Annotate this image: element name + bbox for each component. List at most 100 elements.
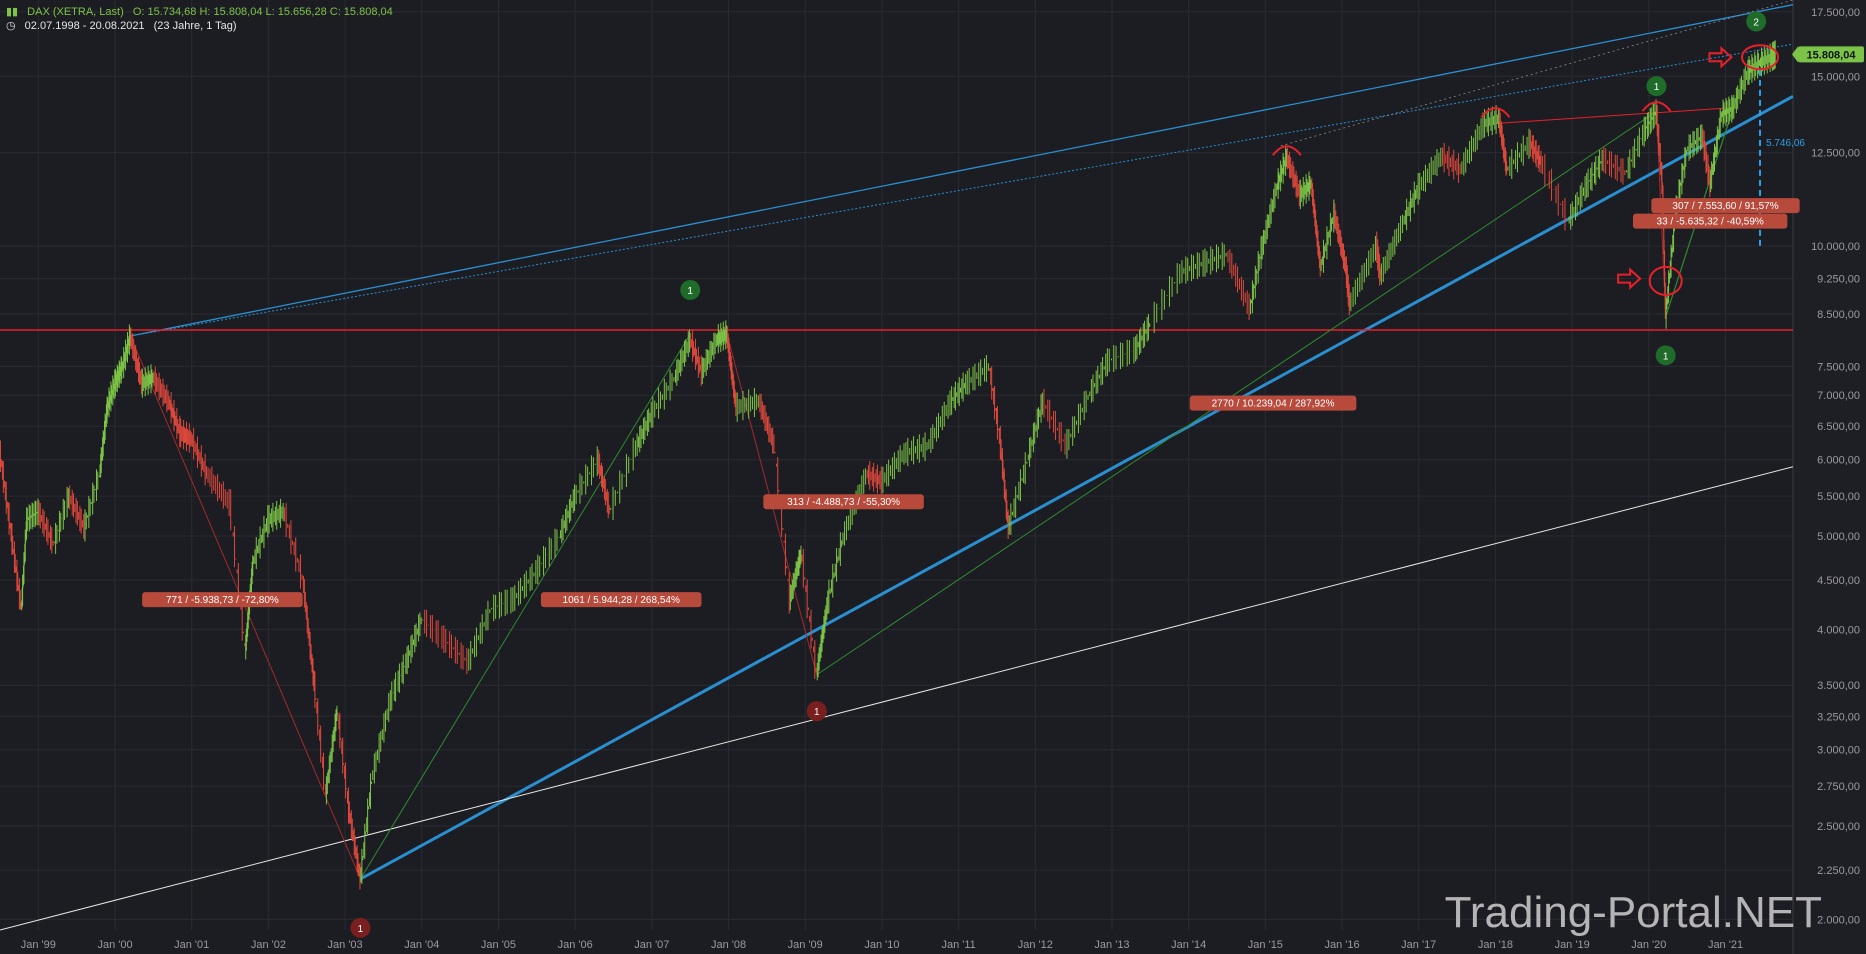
- x-tick-label: Jan '11: [941, 939, 975, 951]
- y-tick-label: 4.500,00: [1817, 575, 1860, 587]
- swing-marker: [1746, 11, 1767, 32]
- support-trendline: [359, 94, 1794, 881]
- y-tick-label: 17.500,00: [1811, 7, 1860, 19]
- support-circle: [1648, 265, 1683, 296]
- red-leg-1: [129, 335, 361, 880]
- green-leg-1: [360, 333, 691, 880]
- swing-marker: [1655, 345, 1676, 366]
- date-range: 02.07.1998 - 20.08.2021: [24, 20, 145, 32]
- chart-range: ◷ 02.07.1998 - 20.08.2021 (23 Jahre, 1 T…: [6, 19, 243, 32]
- y-tick-label: 2.750,00: [1817, 781, 1860, 793]
- top-circle: [1741, 44, 1780, 71]
- y-tick-label: 3.000,00: [1817, 745, 1860, 757]
- annotation-label: 771 / -5.938,73 / -72,80%: [166, 595, 279, 606]
- y-tick-label: 3.500,00: [1817, 680, 1860, 692]
- y-tick-label: 12.500,00: [1811, 148, 1860, 160]
- watermark: Trading-Portal.NET: [1444, 888, 1822, 937]
- swing-marker: [350, 917, 371, 938]
- candlestick-icon: ▮▮: [6, 6, 19, 18]
- x-tick-label: Jan '14: [1171, 939, 1206, 951]
- annotation-box: [540, 592, 702, 608]
- annotation-label: 2770 / 10.239,04 / 287,92%: [1212, 399, 1335, 410]
- arrow-icon: [1708, 45, 1733, 69]
- swing-marker-label: 1: [814, 707, 820, 718]
- symbol-name: DAX (XETRA, Last): [27, 6, 124, 18]
- y-tick-label: 8.500,00: [1817, 309, 1860, 321]
- ohlc-values: O: 15.734,68 H: 15.808,04 L: 15.656,28 C…: [132, 6, 393, 18]
- chart-markers: 1 1 1 1 1 2 771 / -5.938,73 / -72,80% 1061 / 5.…: [142, 11, 1864, 938]
- swing-marker: [806, 701, 827, 722]
- price-series: [0, 40, 1776, 890]
- x-tick-label: Jan '21: [1708, 939, 1743, 951]
- annotation-label: 1061 / 5.944,28 / 268,54%: [563, 595, 680, 606]
- measure-label: 5.746,06: [1766, 138, 1805, 149]
- y-axis-panel: [1793, 0, 1866, 954]
- long-support-line: [0, 466, 1794, 931]
- x-tick-label: Jan '18: [1478, 939, 1513, 951]
- y-tick-label: 7.000,00: [1817, 390, 1860, 402]
- x-tick-label: Jan '04: [404, 939, 439, 951]
- annotation-box: [763, 494, 924, 510]
- y-tick-label: 15.000,00: [1811, 71, 1860, 83]
- swing-marker-label: 1: [687, 286, 693, 297]
- y-tick-label: 2.250,00: [1817, 865, 1860, 877]
- duration: (23 Jahre, 1 Tag): [153, 20, 237, 32]
- x-tick-label: Jan '05: [481, 939, 516, 951]
- y-tick-label: 5.000,00: [1817, 531, 1860, 543]
- x-tick-label: Jan '16: [1324, 939, 1359, 951]
- annotation-label: 313 / -4.488,73 / -55,30%: [787, 497, 900, 508]
- x-tick-label: Jan '19: [1555, 939, 1590, 951]
- swing-marker-label: 1: [1663, 351, 1669, 362]
- x-tick-label: Jan '02: [251, 939, 286, 951]
- last-price-label: 15.808,04: [1807, 49, 1857, 61]
- upper-trendline: [130, 4, 1794, 337]
- y-tick-label: 5.500,00: [1817, 491, 1860, 503]
- swing-marker: [1646, 76, 1667, 97]
- y-tick-label: 7.500,00: [1817, 361, 1860, 373]
- annotation-box: [142, 592, 303, 608]
- last-price-pointer: [1792, 46, 1798, 63]
- swing-marker-label: 2: [1753, 17, 1759, 28]
- last-price-badge: [1798, 46, 1864, 63]
- annotation-label: 33 / -5.635,32 / -40,59%: [1657, 217, 1764, 228]
- x-axis: Jan '99 Jan '00 Jan '01 Jan '02 Jan '03 Jan '…: [21, 939, 1743, 951]
- y-tick-label: 9.250,00: [1817, 274, 1860, 286]
- y-tick-label: 2.000,00: [1817, 914, 1860, 926]
- x-tick-label: Jan '10: [864, 939, 899, 951]
- top-arc: [1641, 101, 1672, 112]
- green-leg-2: [816, 110, 1657, 676]
- x-tick-label: Jan '09: [788, 939, 823, 951]
- y-tick-label: 10.000,00: [1811, 241, 1860, 253]
- x-tick-label: Jan '13: [1094, 939, 1129, 951]
- x-tick-label: Jan '07: [634, 939, 669, 951]
- x-tick-label: Jan '00: [97, 939, 132, 951]
- chart-header: ▮▮ DAX (XETRA, Last) O: 15.734,68 H: 15.…: [6, 5, 399, 18]
- swing-marker-label: 1: [358, 924, 364, 935]
- x-tick-label: Jan '01: [174, 939, 209, 951]
- x-tick-label: Jan '12: [1018, 939, 1053, 951]
- y-axis: 2.000,00 2.250,00 2.500,00 2.750,00 3.000,00…: [1811, 7, 1860, 927]
- swing-marker: [680, 280, 701, 301]
- clock-icon: ◷: [6, 20, 16, 32]
- x-tick-label: Jan '17: [1401, 939, 1436, 951]
- y-tick-label: 4.000,00: [1817, 624, 1860, 636]
- annotation-box: [1651, 198, 1800, 214]
- x-tick-label: Jan '06: [558, 939, 593, 951]
- x-tick-label: Jan '99: [21, 939, 56, 951]
- top-arc: [1272, 145, 1302, 156]
- y-tick-label: 6.500,00: [1817, 421, 1860, 433]
- x-tick-label: Jan '03: [328, 939, 363, 951]
- y-tick-label: 3.250,00: [1817, 711, 1860, 723]
- dotted-extension: [1280, 0, 1794, 147]
- annotation-label: 307 / 7.553,60 / 91,57%: [1672, 201, 1778, 212]
- y-tick-label: 6.000,00: [1817, 455, 1860, 467]
- red-top-line: [1495, 107, 1726, 124]
- top-arc: [1480, 107, 1511, 118]
- upper-trendline-dotted: [130, 43, 1794, 337]
- arrow-icon: [1617, 267, 1642, 290]
- annotation-box: [1632, 213, 1788, 229]
- y-tick-label: 2.500,00: [1817, 821, 1860, 833]
